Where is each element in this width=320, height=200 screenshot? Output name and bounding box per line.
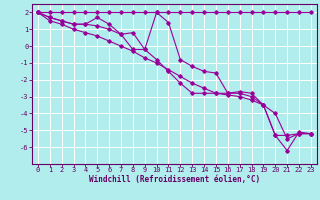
X-axis label: Windchill (Refroidissement éolien,°C): Windchill (Refroidissement éolien,°C): [89, 175, 260, 184]
